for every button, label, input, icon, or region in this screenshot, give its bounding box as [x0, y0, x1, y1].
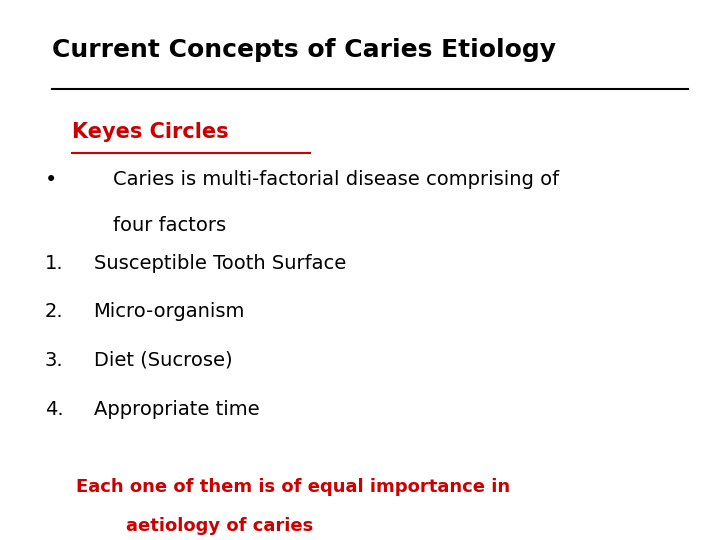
Text: Micro-organism: Micro-organism: [94, 302, 245, 321]
Text: aetiology of caries: aetiology of caries: [126, 517, 313, 535]
Text: Each one of them is of equal importance in: Each one of them is of equal importance …: [76, 478, 510, 496]
Text: Susceptible Tooth Surface: Susceptible Tooth Surface: [94, 254, 346, 273]
Text: Current Concepts of Caries Etiology: Current Concepts of Caries Etiology: [52, 38, 556, 62]
Text: Appropriate time: Appropriate time: [94, 400, 259, 419]
Text: •: •: [45, 170, 57, 190]
Text: Diet (Sucrose): Diet (Sucrose): [94, 351, 233, 370]
Text: Caries is multi-factorial disease comprising of: Caries is multi-factorial disease compri…: [113, 170, 559, 189]
Text: 1.: 1.: [45, 254, 63, 273]
Text: four factors: four factors: [113, 216, 226, 235]
Text: 2.: 2.: [45, 302, 63, 321]
Text: Keyes Circles: Keyes Circles: [72, 122, 229, 141]
Text: 4.: 4.: [45, 400, 63, 419]
Text: 3.: 3.: [45, 351, 63, 370]
